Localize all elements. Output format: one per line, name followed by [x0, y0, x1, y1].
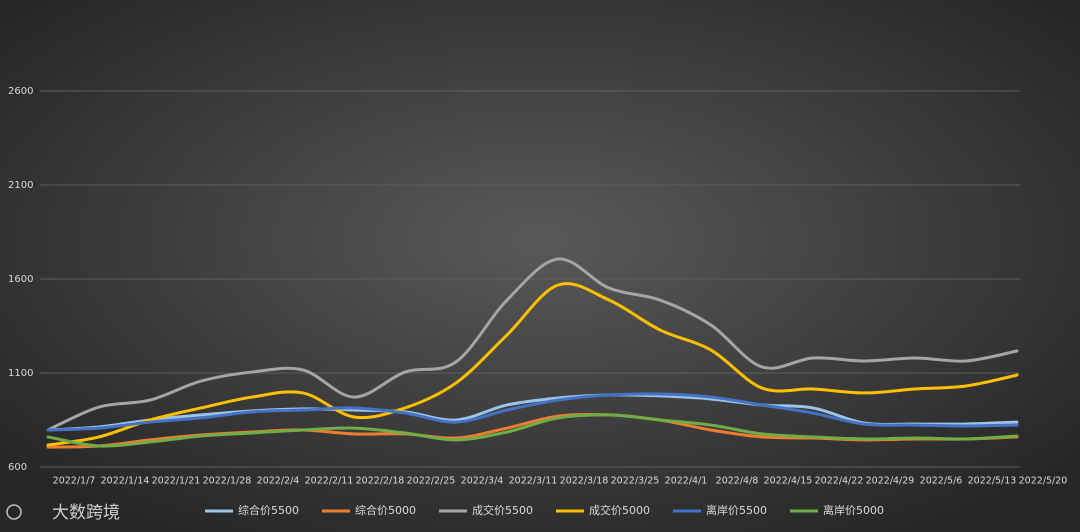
series-line	[46, 392, 1019, 432]
series-line	[46, 413, 1019, 448]
legend-label: 综合价5500	[238, 503, 299, 517]
y-tick-label: 1600	[8, 274, 33, 285]
x-tick-label: 2022/4/29	[866, 476, 915, 487]
x-tick-label: 2022/1/21	[152, 476, 201, 487]
y-tick-label: 2600	[8, 86, 33, 97]
x-tick-label: 2022/1/14	[101, 476, 150, 487]
x-tick-label: 2022/5/6	[920, 476, 963, 487]
x-tick-label: 2022/2/25	[407, 476, 456, 487]
x-tick-label: 2022/3/4	[461, 476, 504, 487]
watermark: 大数跨境	[52, 503, 120, 523]
x-tick-label: 2022/3/11	[509, 476, 558, 487]
legend-label: 离岸价5000	[823, 503, 884, 517]
logo: 大数跨境	[6, 503, 120, 523]
series-line	[46, 282, 1019, 447]
x-tick-label: 2022/3/18	[560, 476, 609, 487]
y-tick-label: 2100	[8, 180, 33, 191]
legend-label: 成交价5500	[472, 503, 533, 517]
legend-label: 综合价5000	[355, 503, 416, 517]
x-tick-label: 2022/1/28	[203, 476, 252, 487]
x-tick-label: 2022/1/7	[53, 476, 96, 487]
x-tick-label: 2022/4/1	[665, 476, 708, 487]
x-tick-label: 2022/5/20	[1019, 476, 1068, 487]
x-tick-label: 2022/4/15	[764, 476, 813, 487]
legend-label: 成交价5000	[589, 503, 650, 517]
x-tick-label: 2022/3/25	[611, 476, 660, 487]
x-tick-label: 2022/2/11	[305, 476, 354, 487]
y-tick-label: 600	[8, 462, 27, 473]
x-tick-label: 2022/5/13	[968, 476, 1017, 487]
y-tick-label: 1100	[8, 368, 33, 379]
x-tick-label: 2022/2/18	[356, 476, 405, 487]
legend-label: 离岸价5500	[706, 503, 767, 517]
series-line	[46, 257, 1019, 432]
x-tick-label: 2022/4/22	[815, 476, 864, 487]
logo-icon	[6, 504, 22, 520]
x-tick-label: 2022/4/8	[716, 476, 759, 487]
x-tick-label: 2022/2/4	[257, 476, 300, 487]
